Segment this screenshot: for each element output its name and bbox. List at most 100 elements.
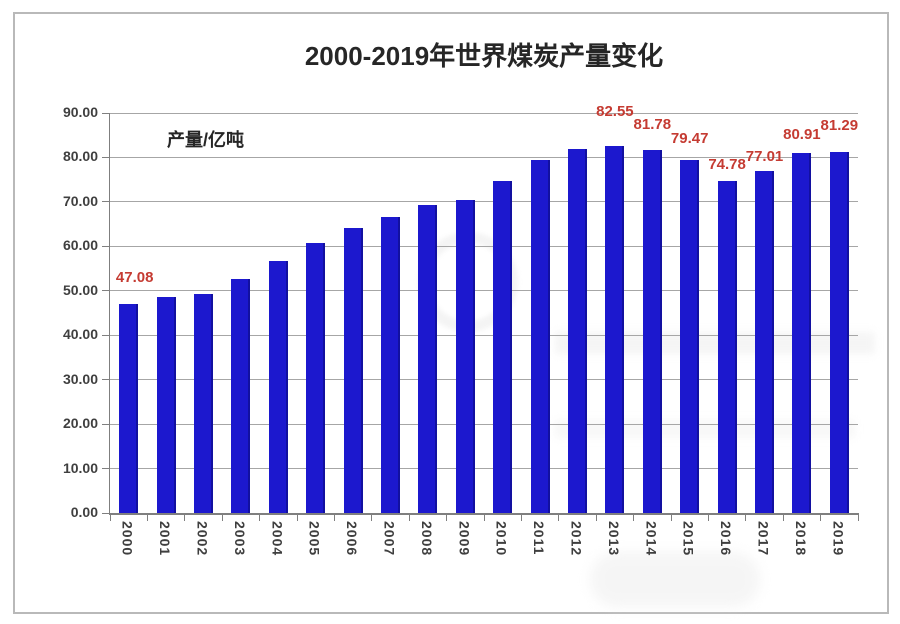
bar-2017	[755, 170, 774, 513]
bar-2015	[680, 159, 700, 513]
y-axis-tick	[102, 334, 110, 336]
legend-label: 产量/亿吨	[167, 130, 245, 150]
gridline	[110, 334, 858, 336]
y-tick-label: 60.00	[62, 237, 98, 254]
x-axis-tick	[259, 515, 261, 521]
x-tick-label: 2005	[306, 521, 323, 557]
x-tick-label: 2008	[418, 521, 435, 557]
x-axis-tick	[670, 515, 672, 521]
y-axis-tick	[102, 379, 110, 381]
y-tick-label: 10.00	[62, 459, 98, 476]
x-tick-label: 2014	[643, 521, 660, 557]
y-axis-tick	[102, 156, 110, 158]
x-tick-label: 2013	[605, 521, 622, 557]
y-tick-label: 90.00	[62, 104, 98, 120]
x-axis-tick	[857, 515, 859, 521]
gridline	[110, 468, 858, 470]
bar-2019	[829, 151, 849, 513]
bar-2011	[530, 160, 550, 513]
bar-2013	[605, 146, 625, 513]
bar-2006	[343, 227, 363, 513]
x-axis-tick	[707, 515, 709, 521]
x-tick-label: 2010	[493, 521, 510, 557]
y-axis-tick	[102, 201, 110, 203]
legend-swatch-icon	[143, 132, 158, 147]
x-axis-tick	[296, 515, 298, 521]
y-tick-label: 20.00	[62, 415, 98, 432]
x-axis-line	[109, 513, 859, 515]
x-tick-label: 2015	[680, 521, 697, 557]
y-axis-tick	[102, 468, 110, 470]
x-axis-tick	[520, 515, 522, 521]
x-tick-label: 2001	[157, 521, 174, 557]
x-tick-label: 2019	[830, 521, 847, 557]
x-axis-tick	[782, 515, 784, 521]
x-axis-tick	[558, 515, 560, 521]
x-axis-tick	[483, 515, 485, 521]
x-tick-label: 2006	[344, 521, 361, 557]
legend: 产量/亿吨	[143, 126, 244, 152]
gridline	[110, 245, 858, 247]
x-axis-tick	[221, 515, 223, 521]
x-axis-tick	[109, 515, 111, 521]
y-tick-label: 40.00	[62, 326, 98, 343]
x-axis-tick	[446, 515, 448, 521]
data-label-2019: 81.29	[820, 116, 859, 134]
bar-2002	[194, 293, 213, 513]
gridline	[110, 156, 858, 158]
bar-2003	[231, 278, 251, 513]
x-tick-label: 2007	[381, 521, 398, 557]
x-tick-label: 2004	[269, 521, 286, 557]
data-label-2013: 82.55	[596, 103, 634, 121]
bar-2010	[493, 181, 513, 513]
bar-2001	[156, 297, 176, 513]
bar-2008	[418, 205, 438, 513]
plot-area: 0.00 10.00 20.00 30.00 40.00 50.00 60.00 70.00 8…	[63, 103, 859, 556]
y-tick-label: 80.00	[62, 148, 98, 165]
data-label-2014: 81.78	[633, 115, 672, 133]
gridline	[110, 290, 858, 292]
y-tick-label: 70.00	[62, 192, 98, 209]
x-axis-tick	[595, 515, 597, 521]
x-tick-label: 2002	[194, 521, 211, 557]
x-axis-tick	[184, 515, 186, 521]
data-label-2015: 79.47	[670, 129, 709, 147]
gridline	[110, 201, 858, 203]
x-axis-tick	[820, 515, 822, 521]
x-axis-tick	[371, 515, 373, 521]
y-axis-tick	[102, 512, 110, 514]
data-label-2017: 77.01	[745, 147, 784, 165]
x-axis-tick	[333, 515, 335, 521]
gridline	[110, 112, 858, 114]
bar-2012	[568, 149, 587, 513]
x-tick-label: 2016	[718, 521, 735, 557]
y-tick-label: 30.00	[62, 370, 98, 387]
x-axis-tick	[633, 515, 635, 521]
x-axis-tick	[745, 515, 747, 521]
x-tick-label: 2009	[456, 521, 473, 557]
data-label-2000: 47.08	[115, 268, 154, 286]
bar-2004	[268, 261, 288, 513]
x-axis-tick	[146, 515, 148, 521]
y-axis-tick	[102, 112, 110, 114]
y-tick-label: 50.00	[62, 281, 98, 298]
x-tick-label: 2000	[119, 521, 136, 557]
y-axis-tick	[102, 245, 110, 247]
gridline	[110, 423, 858, 425]
bar-2016	[717, 180, 737, 513]
x-tick-label: 2017	[755, 521, 772, 557]
x-tick-label: 2018	[792, 521, 809, 557]
bar-2005	[306, 243, 326, 513]
x-tick-label: 2003	[231, 521, 248, 557]
x-axis-tick	[408, 515, 410, 521]
bar-2000	[119, 303, 139, 513]
x-tick-label: 2011	[531, 521, 548, 556]
data-label-2018: 80.91	[783, 126, 821, 144]
y-axis-tick	[102, 290, 110, 292]
y-axis-line	[109, 113, 110, 514]
bar-2007	[381, 216, 400, 513]
bar-2009	[455, 200, 475, 513]
chart-title: 2000-2019年世界煤炭产量变化	[304, 41, 664, 71]
data-label-2016: 74.78	[708, 155, 746, 173]
